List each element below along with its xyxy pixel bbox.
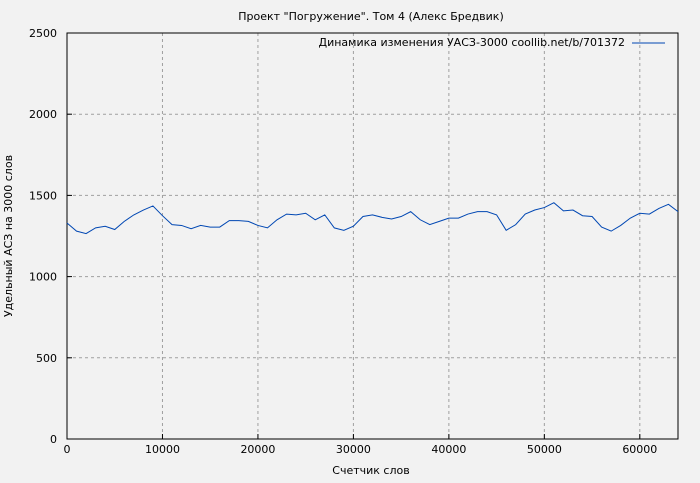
grid: [67, 33, 678, 439]
y-tick-label: 2000: [29, 108, 57, 121]
y-tick-label: 500: [36, 352, 57, 365]
x-tick-label: 20000: [240, 443, 275, 456]
x-tick-label: 0: [64, 443, 71, 456]
x-tick-label: 50000: [527, 443, 562, 456]
chart-title: Проект "Погружение". Том 4 (Алекс Бредви…: [238, 10, 503, 23]
legend-label: Динамика изменения УАСЗ-3000 coollib.net…: [319, 36, 626, 49]
axis-ticks: 0 10000 20000 30000 40000 50000 60000 0 500 1000 1…: [29, 27, 657, 456]
y-tick-label: 0: [50, 433, 57, 446]
plot-frame: [66, 32, 679, 440]
x-tick-label: 10000: [145, 443, 180, 456]
y-tick-label: 1000: [29, 271, 57, 284]
y-tick-label: 1500: [29, 189, 57, 202]
x-tick-label: 40000: [431, 443, 466, 456]
x-tick-label: 30000: [336, 443, 371, 456]
y-axis-label: Удельный АСЗ на 3000 слов: [2, 155, 15, 317]
y-tick-label: 2500: [29, 27, 57, 40]
x-tick-label: 60000: [622, 443, 657, 456]
x-axis-label: Счетчик слов: [332, 464, 409, 477]
series-line: [66, 202, 679, 235]
